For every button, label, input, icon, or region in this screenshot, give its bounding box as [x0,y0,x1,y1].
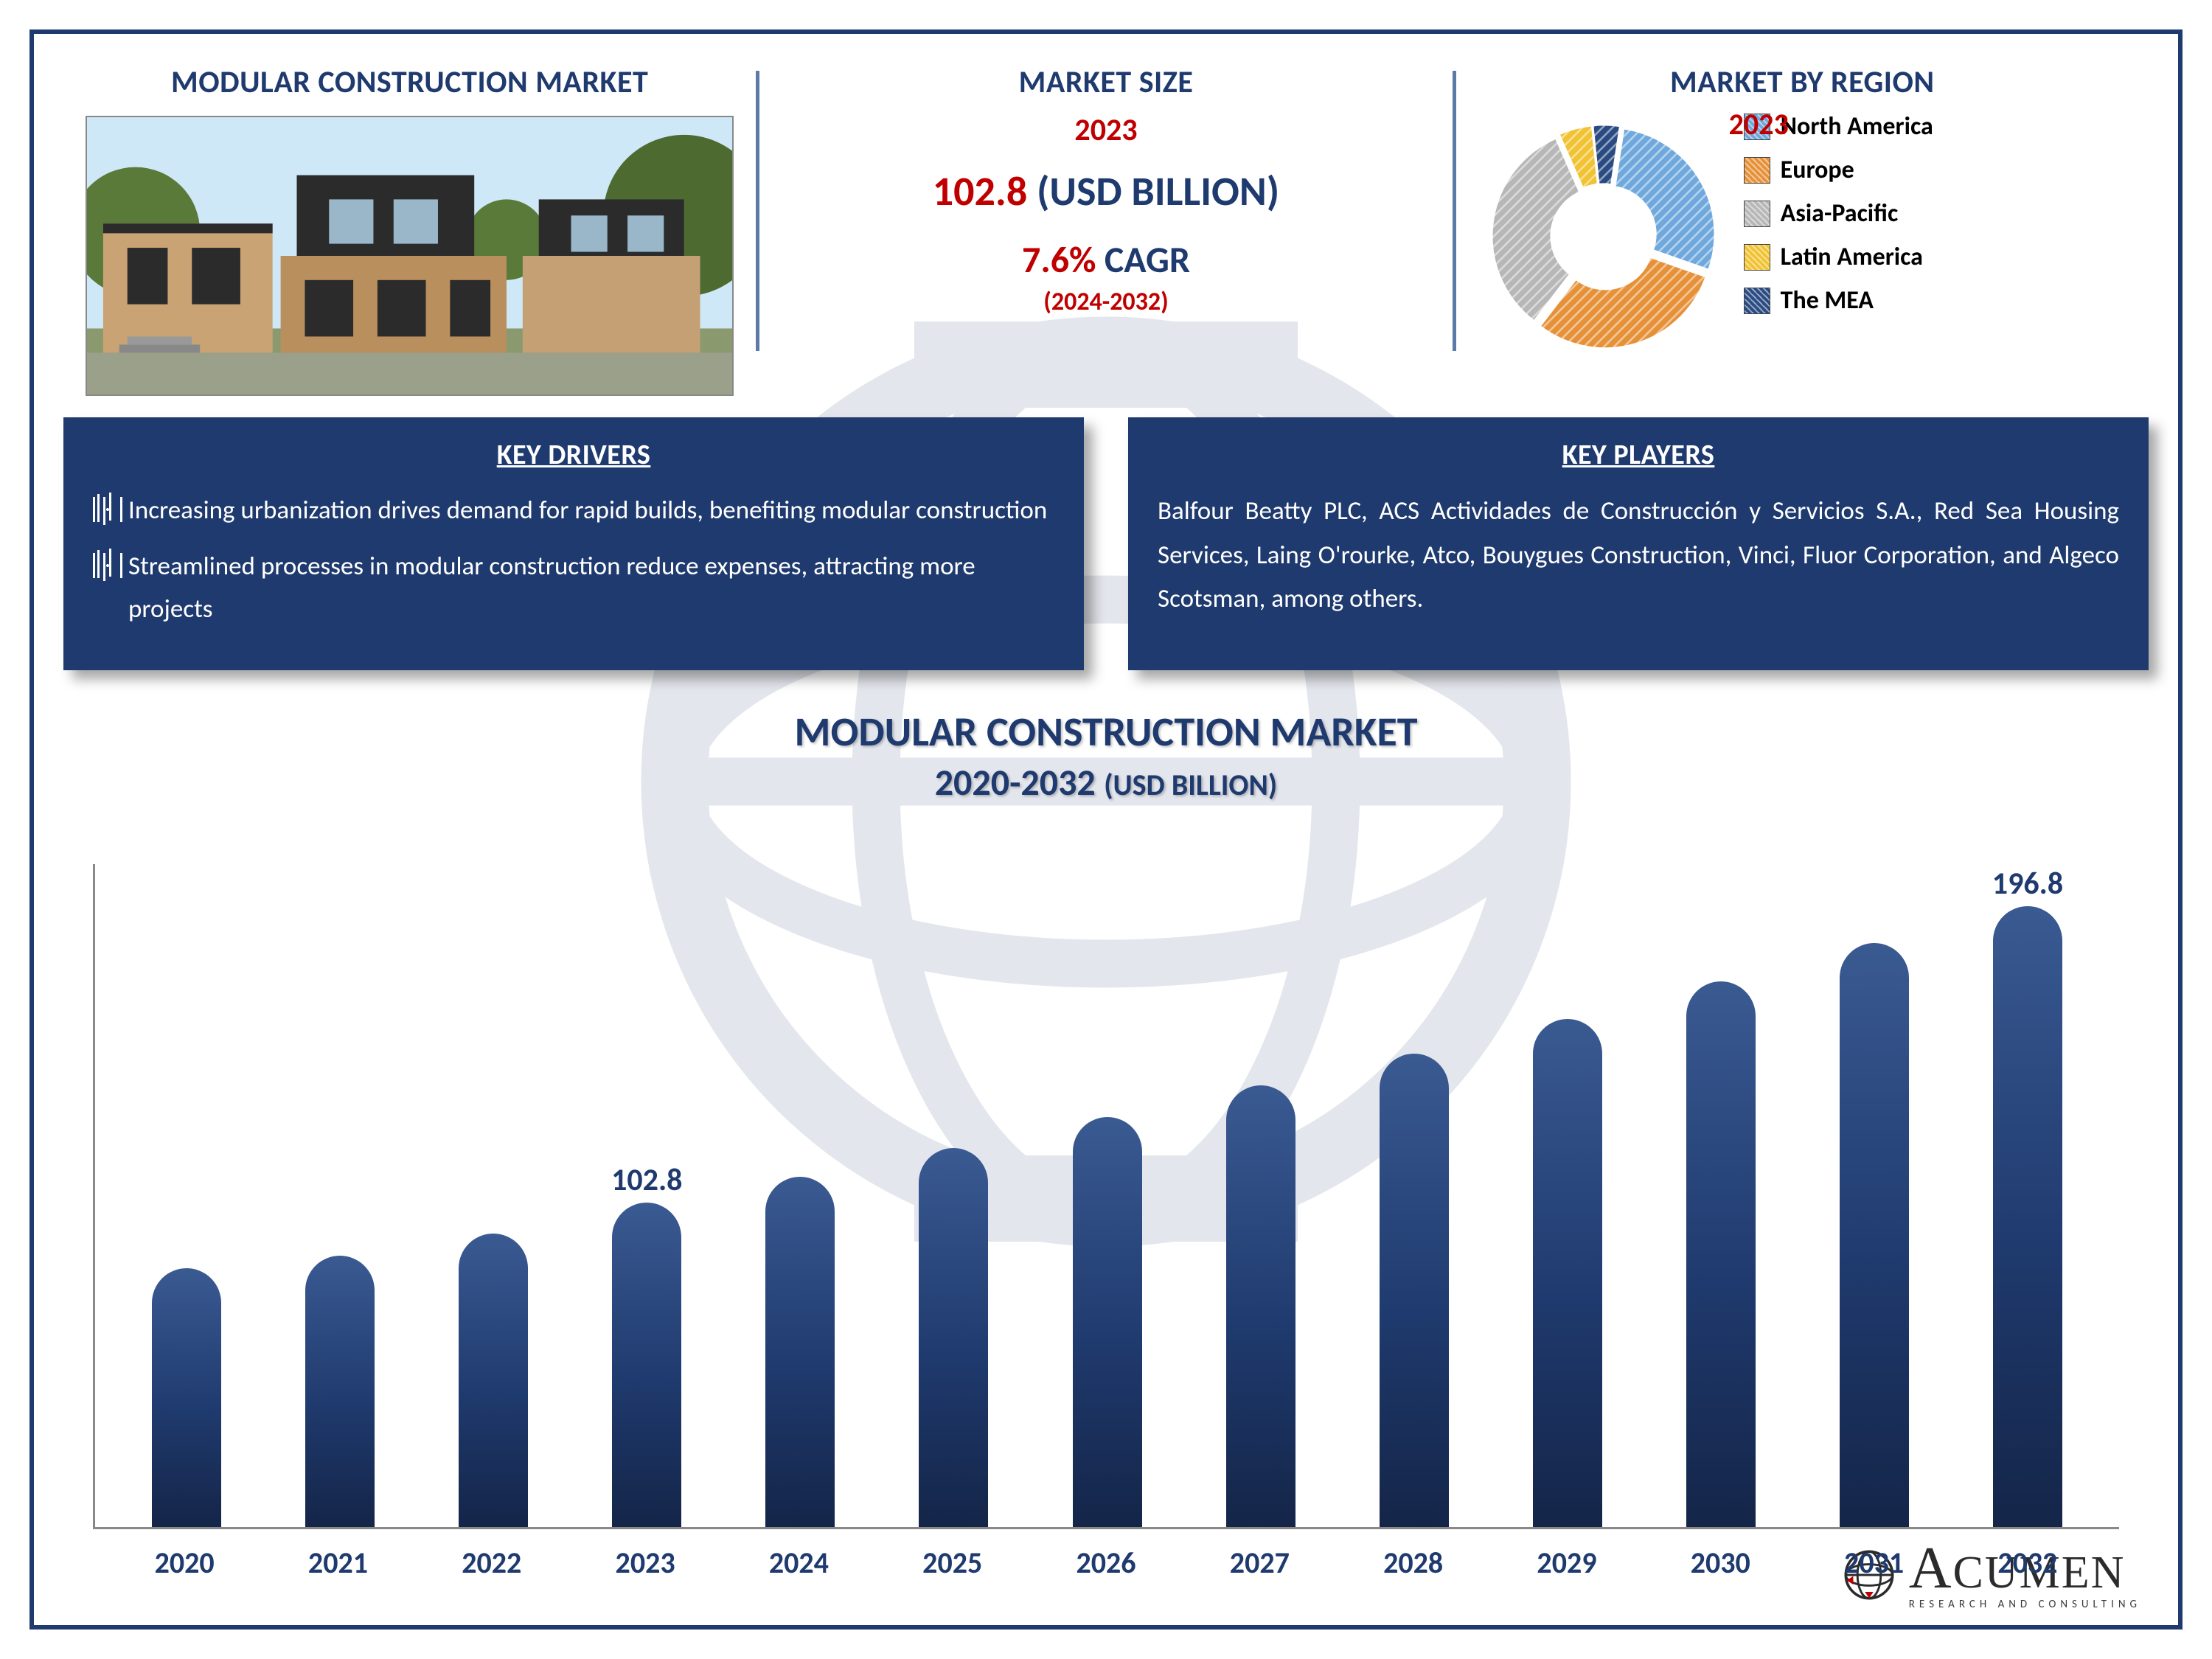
hero-title: MODULAR CONSTRUCTION MARKET [86,63,734,101]
top-row: MODULAR CONSTRUCTION MARKET [63,56,2149,410]
driver-item: Streamlined processes in modular constru… [93,546,1054,631]
info-boxes: KEY DRIVERS Increasing urbanization driv… [63,417,2149,670]
col-region: MARKET BY REGION 2023 North America Europ… [1456,56,2149,369]
x-label-2023: 2023 [568,1545,722,1581]
market-size-value: 102.8 (USD BILLION) [782,167,1430,217]
bar-col-2021 [263,864,417,1527]
legend-item-europe: Europe [1744,155,2126,185]
bar-2022 [459,1234,528,1527]
legend-label: Asia-Pacific [1781,198,1899,229]
bar-col-2027 [1184,864,1338,1527]
legend-item-the-mea: The MEA [1744,285,2126,316]
x-label-2029: 2029 [1490,1545,1644,1581]
region-legend: North America Europe Asia-Pacific Latin Ame… [1744,111,2126,329]
bar-2023: 102.8 [612,1203,681,1527]
x-label-2031: 2031 [1797,1545,1950,1581]
chart-title-line2: 2020-2032 (USD BILLION) [63,760,2149,805]
x-label-2020: 2020 [108,1545,261,1581]
legend-item-asia-pacific: Asia-Pacific [1744,198,2126,229]
key-drivers-box: KEY DRIVERS Increasing urbanization driv… [63,417,1084,670]
market-size-cagr: 7.6% CAGR [782,237,1430,282]
donut-chart [1478,111,1729,362]
x-label-2024: 2024 [722,1545,875,1581]
bar-col-2032: 196.8 [1951,864,2104,1527]
bar-2029 [1533,1019,1602,1527]
col-market-size: MARKET SIZE 2023 102.8 (USD BILLION) 7.6… [759,56,1452,324]
bars-container: 102.8 196.8 [95,864,2119,1527]
region-title: MARKET BY REGION [1478,63,2126,101]
bar-2025 [919,1148,988,1527]
bar-col-2024 [723,864,877,1527]
market-size-range: (2024-2032) [782,287,1430,317]
x-axis-labels: 2020202120222023202420252026202720282029… [93,1545,2119,1581]
bar-2031 [1840,943,1909,1527]
legend-swatch [1744,201,1770,227]
bar-value-label: 196.8 [1992,865,2063,902]
bar-col-2023: 102.8 [570,864,723,1527]
bar-col-2029 [1491,864,1644,1527]
bar-col-2026 [1030,864,1183,1527]
col-hero: MODULAR CONSTRUCTION MARKET [63,56,756,403]
x-label-2028: 2028 [1337,1545,1490,1581]
x-label-2030: 2030 [1644,1545,1797,1581]
bar-2032: 196.8 [1993,906,2062,1527]
bar-2021 [305,1256,375,1527]
driver-item: Increasing urbanization drives demand fo… [93,490,1054,532]
bar-chart: 102.8196.8 20202021202220232024202520262… [63,820,2149,1603]
hero-image [86,116,734,396]
x-label-2027: 2027 [1183,1545,1336,1581]
legend-label: Europe [1781,155,1854,185]
legend-swatch [1744,244,1770,271]
bar-2030 [1686,981,1756,1527]
x-label-2025: 2025 [876,1545,1029,1581]
legend-label: Latin America [1781,242,1923,272]
legend-label: North America [1781,111,1933,142]
key-drivers-title: KEY DRIVERS [93,438,1054,472]
donut-slice-north-america [1615,129,1714,270]
bar-col-2022 [417,864,570,1527]
legend-item-north-america: North America [1744,111,2126,142]
market-size-title: MARKET SIZE [782,63,1430,101]
bar-col-2025 [877,864,1030,1527]
bar-col-2028 [1338,864,1491,1527]
key-players-text: Balfour Beatty PLC, ACS Actividades de C… [1158,490,2119,622]
bar-col-2020 [110,864,263,1527]
bar-col-2031 [1798,864,1951,1527]
region-year: 2023 [1729,106,1789,142]
legend-label: The MEA [1781,285,1874,316]
chart-title-line1: MODULAR CONSTRUCTION MARKET [63,707,2149,757]
bar-chart-title: MODULAR CONSTRUCTION MARKET 2020-2032 (U… [63,707,2149,805]
x-label-2032: 2032 [1951,1545,2104,1581]
bar-plot-area: 102.8 196.8 [93,864,2119,1529]
key-players-title: KEY PLAYERS [1158,438,2119,472]
drivers-list: Increasing urbanization drives demand fo… [93,490,1054,630]
x-label-2026: 2026 [1029,1545,1183,1581]
bar-col-2030 [1644,864,1798,1527]
key-players-box: KEY PLAYERS Balfour Beatty PLC, ACS Acti… [1128,417,2149,670]
x-label-2022: 2022 [415,1545,568,1581]
bar-2027 [1226,1085,1295,1527]
x-label-2021: 2021 [261,1545,414,1581]
legend-swatch [1744,157,1770,184]
bar-value-label: 102.8 [611,1161,682,1199]
bar-2024 [765,1177,835,1527]
bar-2028 [1380,1054,1449,1527]
legend-item-latin-america: Latin America [1744,242,2126,272]
bar-2020 [152,1268,221,1527]
legend-swatch [1744,288,1770,314]
bar-2026 [1073,1117,1142,1527]
market-size-year: 2023 [782,111,1430,149]
